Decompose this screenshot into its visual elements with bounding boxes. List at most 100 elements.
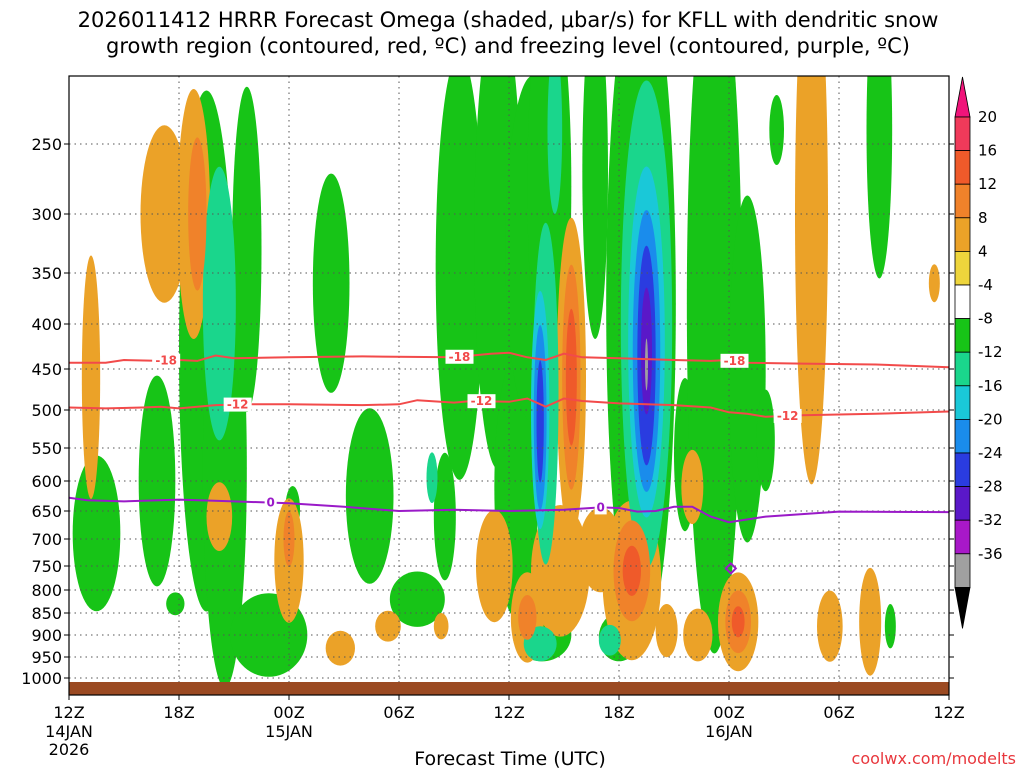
colorbar-label: -20 [978,410,1003,428]
colorbar-bin [954,553,971,588]
colorbar-bin [954,486,971,521]
y-tick-label: 550 [31,439,62,458]
x-tick-date-label: 16JAN [705,722,753,741]
omega-sinking-region [817,590,843,662]
omega-rising-region [232,86,262,413]
colorbar-bin [954,318,971,353]
contour-label: 0 [266,496,274,510]
contour-label-bg [594,500,607,515]
omega-sinking-region [375,610,401,642]
omega-rising-region [536,360,544,483]
colorbar-label: -4 [978,276,993,294]
contour-label-bg [223,397,252,412]
omega-rising-region [598,624,621,656]
x-tick-label: 00Z [713,703,744,722]
x-axis-label: Forecast Time (UTC) [414,748,605,768]
colorbar-label: 16 [978,142,997,160]
gridlines [69,76,949,695]
colorbar-bin [954,418,971,454]
omega-sinking-region [206,482,233,551]
colorbar-bin [954,519,971,555]
omega-sinking-region [476,509,513,623]
y-tick-label: 250 [31,135,62,154]
y-tick-label: 750 [31,557,62,576]
colorbar-label: 12 [978,175,997,193]
chart-title-line-2: growth region (contoured, red, ºC) and f… [106,34,910,58]
colorbar-label: -36 [978,545,1003,563]
omega-rising-region [389,571,445,627]
omega-rising-region [202,166,236,441]
omega-rising-region [582,76,608,339]
y-tick-label: 950 [31,648,62,667]
omega-sinking-region [622,545,641,596]
omega-rising-region [72,455,121,612]
omega-rising-region [426,452,438,504]
omega-sinking-region [681,449,704,525]
contour-label: -12 [227,398,249,412]
colorbar-bin [954,116,971,151]
omega-rising-region [547,76,563,214]
colorbar-label: 8 [978,209,988,227]
omega-rising-region [345,408,394,584]
colorbar-label: -12 [978,343,1003,361]
credit-label: coolwx.com/modelts [852,749,1016,768]
omega-sinking-region [731,606,745,638]
colorbar-label: -16 [978,377,1003,395]
terrain-strip [69,682,949,695]
contour-label: -12 [777,409,799,423]
contour-label: -18 [724,354,746,368]
y-tick-label: 700 [31,530,62,549]
omega-sinking-region [518,595,537,640]
omega-sinking-region [859,567,882,676]
omega-rising-region [166,592,185,616]
colorbar-label: 20 [978,108,997,126]
y-tick-label: 400 [31,315,62,334]
x-tick-label: 06Z [823,703,854,722]
colorbar-bin [954,150,971,185]
contour-label: 0 [596,500,604,514]
omega-sinking-region [565,308,577,446]
contour-label-bg [445,349,474,364]
pressure-axis: 250 300 350 400 450 500 550 600 650 700 750 800 850 9… [21,135,954,688]
x-tick-date-label: 15JAN [265,722,313,741]
colorbar-bin [954,250,971,286]
y-tick-label: 1000 [21,669,62,688]
omega-rising-region [645,338,648,391]
y-tick-label: 450 [31,360,62,379]
colorbar-label: -8 [978,310,993,328]
omega-rising-region [769,95,785,165]
omega-sinking-region [81,255,101,499]
freezing-level-closed-contour [724,561,738,575]
contour-label-bg [467,394,496,409]
contour-label-bg [264,495,277,510]
colorbar-label: -32 [978,511,1003,529]
y-tick-label: 600 [31,472,62,491]
colorbar-bin [954,452,971,487]
omega-sinking-region [433,613,449,640]
omega-sinking-region [928,264,940,303]
contour-label: -18 [449,350,471,364]
omega-sinking-region [683,608,713,662]
x-tick-label: 12Z [493,703,524,722]
omega-sinking-region [325,630,356,666]
omega-rising-region [729,195,766,543]
colorbar-bin [954,217,971,252]
colorbar-label: -24 [978,444,1003,462]
y-tick-label: 500 [31,401,62,420]
chart-title-line-1: 2026011412 HRRR Forecast Omega (shaded, … [78,8,939,32]
y-tick-label: 350 [31,264,62,283]
omega-sinking-region [795,76,828,485]
omega-sinking-region [140,125,189,303]
omega-sinking-region [655,604,678,658]
omega-rising-region [866,76,893,279]
temperature-contours: -18 -18 -18 -12 -12 -12 0 0 [69,349,949,575]
contour-line [69,496,949,524]
y-tick-label: 900 [31,626,62,645]
x-tick-label: 18Z [163,703,194,722]
colorbar-bottom-arrow [954,587,971,629]
colorbar-top-arrow [954,76,971,118]
contour-label: -18 [155,354,177,368]
omega-rising-region [756,389,775,492]
